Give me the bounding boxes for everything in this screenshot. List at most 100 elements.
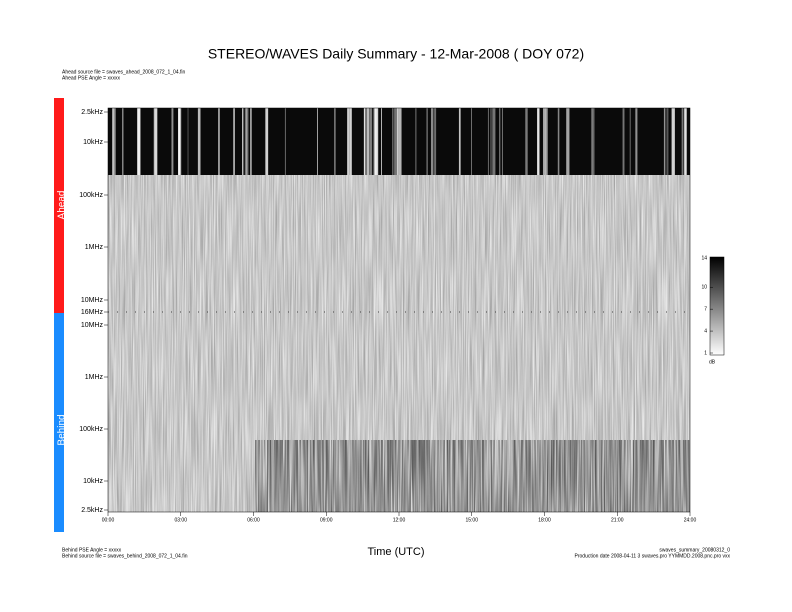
summary-file: swaves_summary_20080312_0 [659, 547, 730, 553]
x-tick-label: 15:00 [465, 517, 478, 523]
colorbar [709, 256, 725, 356]
x-tick-label: 09:00 [320, 517, 333, 523]
behind-label: Behind [57, 414, 68, 445]
streak [317, 108, 318, 175]
streak [112, 108, 116, 175]
streak [218, 108, 220, 175]
colorbar-tick-label: 4 [704, 328, 707, 334]
x-axis-label: Time (UTC) [367, 546, 424, 558]
y-tick-label: 100kHz [79, 192, 103, 199]
streak [392, 108, 393, 175]
streak [458, 108, 461, 175]
streak [370, 108, 371, 175]
spectrogram [108, 108, 690, 512]
behind-source: Behind source file = swaves_behind_2008_… [62, 553, 188, 559]
colorbar-tick-label: 10 [701, 285, 707, 291]
streak [501, 108, 503, 175]
streak [364, 108, 365, 175]
streak [374, 108, 379, 175]
y-tick-label: 2.5kHz [81, 507, 103, 514]
streak [138, 108, 140, 175]
streak [233, 108, 235, 175]
streak [471, 108, 472, 175]
streak [430, 108, 434, 175]
streak [566, 108, 570, 175]
streak [349, 108, 352, 175]
production: Production date 2008-04-11 3 swaves.pro … [575, 553, 731, 559]
x-tick-label: 03:00 [174, 517, 187, 523]
streak [178, 108, 182, 175]
streak [112, 108, 114, 175]
streak [490, 108, 492, 175]
colorbar-tick-label: 14 [701, 255, 707, 261]
colorbar-unit: dB [709, 359, 716, 365]
streak [635, 108, 638, 175]
streak [395, 108, 397, 175]
streak [370, 108, 373, 175]
behind-angle: Behind PSE Angle = xxxxx [62, 547, 122, 553]
streak [197, 108, 201, 175]
streak [426, 108, 428, 175]
streak [396, 108, 399, 175]
streak [591, 108, 595, 175]
streak [681, 108, 684, 175]
streak [156, 108, 157, 175]
streaks [112, 108, 687, 175]
behind-bar [54, 313, 64, 532]
streak [629, 108, 631, 175]
y-tick-label: 100kHz [79, 426, 103, 433]
streak [591, 108, 593, 175]
streak [334, 108, 336, 175]
streak [487, 108, 489, 175]
streak [684, 108, 687, 175]
x-tick-label: 06:00 [247, 517, 260, 523]
streak [381, 108, 382, 175]
streak [347, 108, 349, 175]
x-tick-label: 21:00 [611, 517, 624, 523]
y-tick-label: 1MHz [85, 244, 104, 251]
title: STEREO/WAVES Daily Summary - 12-Mar-2008… [208, 46, 584, 62]
y-tick-label: 10kHz [83, 478, 103, 485]
ahead-source: Ahead source file = swaves_ahead_2008_07… [62, 69, 186, 75]
x-tick-label: 12:00 [393, 517, 406, 523]
streak [242, 108, 244, 175]
ahead-bar [54, 98, 64, 313]
streak [265, 108, 269, 175]
x-tick-label: 00:00 [102, 517, 115, 523]
streak [187, 108, 189, 175]
y-tick-label: 2.5kHz [81, 109, 103, 116]
streak [538, 108, 540, 175]
colorbar-tick-label: 1 [704, 350, 707, 356]
streak [122, 108, 124, 175]
streak [537, 108, 539, 175]
colorbar-tick-label: 7 [704, 306, 707, 312]
x-tick-label: 24:00 [684, 517, 697, 523]
streak [284, 108, 286, 175]
streak [155, 108, 157, 175]
y-tick-label: 10MHz [81, 322, 104, 329]
y-tick-label: 10MHz [81, 297, 104, 304]
streak [415, 108, 417, 175]
streak [249, 108, 252, 175]
streak [171, 108, 174, 175]
streak [671, 108, 675, 175]
y-tick-label: 1MHz [85, 374, 104, 381]
y-tick-label: 10kHz [83, 139, 103, 146]
streak [492, 108, 496, 175]
streak [663, 108, 666, 175]
ahead-angle: Ahead PSE Angle = xxxxx [62, 75, 120, 81]
streak [622, 108, 625, 175]
y-tick-label: 16MHz [81, 309, 104, 316]
ahead-label: Ahead [57, 191, 68, 220]
streak [684, 108, 687, 175]
behind-dark-band [255, 440, 690, 512]
streak [245, 108, 249, 175]
streak [542, 108, 546, 175]
streak [499, 108, 501, 175]
streak [153, 108, 157, 175]
streak [347, 108, 351, 175]
streak [366, 108, 370, 175]
streak [544, 108, 548, 175]
streak [244, 108, 248, 175]
